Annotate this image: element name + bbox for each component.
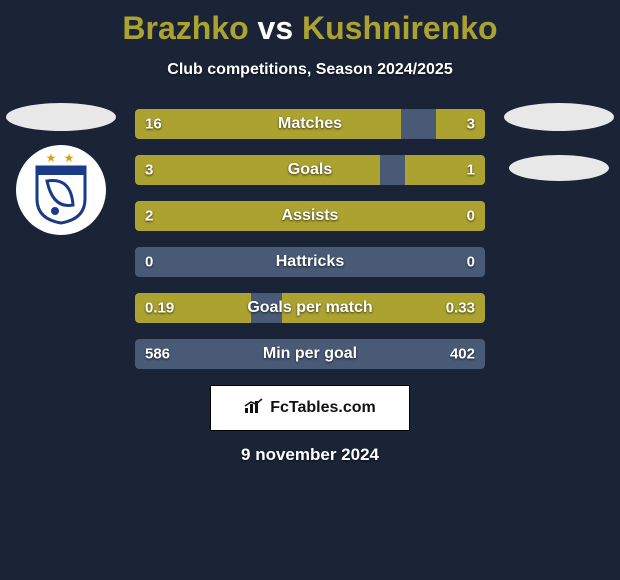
- stat-label: Assists: [135, 207, 485, 225]
- player1-name: Brazhko: [122, 10, 248, 46]
- stat-row: 0.190.33Goals per match: [135, 293, 485, 323]
- stat-label: Matches: [135, 115, 485, 133]
- stat-row: 31Goals: [135, 155, 485, 185]
- stat-row: 20Assists: [135, 201, 485, 231]
- stat-row: 00Hattricks: [135, 247, 485, 277]
- stat-label: Goals: [135, 161, 485, 179]
- source-badge: FcTables.com: [210, 385, 410, 431]
- dynamo-kyiv-logo-icon: ★ ★: [16, 145, 106, 235]
- stat-label: Hattricks: [135, 253, 485, 271]
- player2-avatar-placeholder: [504, 103, 614, 131]
- player1-avatar-placeholder: [6, 103, 116, 131]
- right-column: [504, 103, 614, 181]
- stat-label: Goals per match: [135, 299, 485, 317]
- player2-club-logo-placeholder: [509, 155, 609, 181]
- player2-name: Kushnirenko: [302, 10, 498, 46]
- chart-icon: [244, 398, 264, 419]
- source-label: FcTables.com: [270, 399, 376, 417]
- left-column: ★ ★: [6, 103, 116, 235]
- footer-date: 9 november 2024: [0, 445, 620, 465]
- comparison-card: Brazhko vs Kushnirenko Club competitions…: [0, 0, 620, 580]
- content-area: ★ ★ 163Matches 31Goals 20Assists 00Hattrick…: [0, 109, 620, 465]
- subtitle: Club competitions, Season 2024/2025: [0, 61, 620, 79]
- stat-row: 586402Min per goal: [135, 339, 485, 369]
- vs-label: vs: [258, 10, 294, 46]
- page-title: Brazhko vs Kushnirenko: [0, 0, 620, 47]
- stat-row: 163Matches: [135, 109, 485, 139]
- stat-bars: 163Matches 31Goals 20Assists 00Hattricks 0.1…: [135, 109, 485, 369]
- stat-label: Min per goal: [135, 345, 485, 363]
- player1-club-logo: ★ ★: [16, 145, 106, 235]
